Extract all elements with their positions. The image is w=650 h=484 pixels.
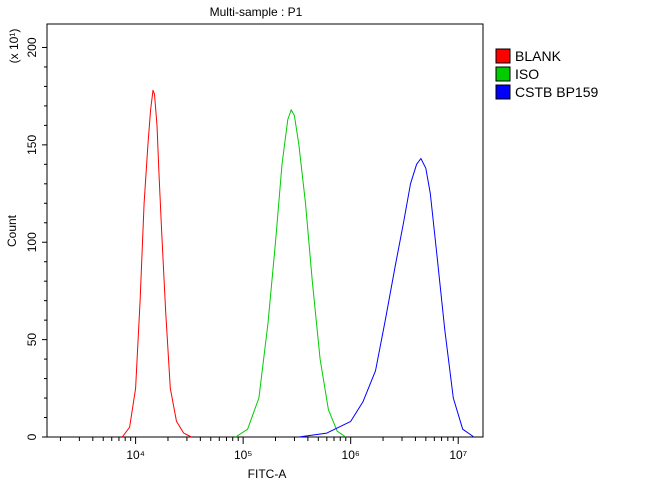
series-line-cstb-bp159 <box>298 158 475 438</box>
legend-swatch-1 <box>495 66 511 82</box>
legend-label-2: CSTB BP159 <box>515 84 598 100</box>
y-tick-label-3: 150 <box>25 135 39 155</box>
series-line-iso <box>235 109 347 438</box>
y-multiplier: (x 10¹) <box>7 29 21 64</box>
x-tick-label-3: 10⁷ <box>449 448 467 462</box>
legend-swatch-0 <box>495 48 511 64</box>
x-axis: 10⁴ 10⁵ 10⁶ 10⁷ <box>59 437 467 462</box>
series-layer <box>121 89 475 438</box>
x-axis-label: FITC-A <box>248 467 287 481</box>
y-tick-label-4: 200 <box>25 37 39 57</box>
y-tick-label-2: 100 <box>25 232 39 252</box>
x-tick-label-2: 10⁶ <box>342 448 360 462</box>
chart-title: Multi-sample : P1 <box>210 5 303 19</box>
legend-label-0: BLANK <box>515 48 562 64</box>
y-axis-label: Count <box>5 214 19 247</box>
y-tick-label-0: 0 <box>25 433 39 440</box>
plot-frame <box>46 23 484 438</box>
y-axis: 0 50 100 150 200 <box>25 37 47 440</box>
legend-label-1: ISO <box>515 66 539 82</box>
legend: BLANK ISO CSTB BP159 <box>495 48 598 100</box>
series-line-blank <box>121 89 192 438</box>
x-tick-label-0: 10⁴ <box>126 448 145 462</box>
x-tick-label-1: 10⁵ <box>234 448 252 462</box>
legend-swatch-2 <box>495 84 511 100</box>
y-tick-label-1: 50 <box>25 333 39 347</box>
